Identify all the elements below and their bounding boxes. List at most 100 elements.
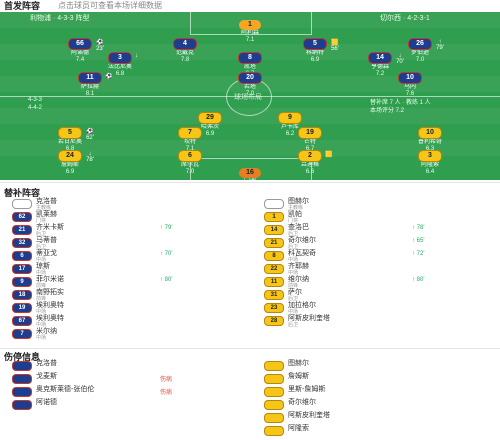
player-name: 奇尔维尔 <box>288 399 316 406</box>
list-item[interactable]: 克洛普 <box>10 360 240 373</box>
player-name: 若塔 <box>243 84 256 90</box>
discipline-section-title: 伤停信息 <box>4 352 41 362</box>
player-name: 芒特 <box>303 139 316 145</box>
player-name: 埃利奥特 <box>36 302 64 309</box>
player-name: 蒂亚戈 <box>36 250 57 257</box>
list-item[interactable]: 21 齐米卡斯 后卫 ↑ 79' <box>10 224 240 237</box>
away-player[interactable]: 19 芒特 6.7 <box>285 127 335 152</box>
player-rating: 8.1 <box>85 91 95 97</box>
list-item[interactable]: 里斯-詹姆斯 <box>262 386 492 399</box>
list-item[interactable]: 14 查洛巴 后卫 ↑ 78' <box>262 224 492 237</box>
away-player[interactable]: 10 普利希奇 6.3 <box>405 127 455 152</box>
jersey-badge: 62 <box>12 212 32 222</box>
list-item[interactable]: 17 琼斯 中场 <box>10 263 240 276</box>
list-item[interactable]: 阿隆索 <box>262 425 492 438</box>
player-name: 卢卡库 <box>280 124 299 130</box>
player-name: 克洛普 <box>36 198 57 205</box>
home-team-tag: 利物浦 · 4-3-3 阵型 <box>30 15 90 22</box>
player-name: 马内 <box>403 84 416 90</box>
coach-icon <box>264 199 284 209</box>
list-item[interactable]: 62 凯莱赫 门将 <box>10 211 240 224</box>
player-name: 阿隆索 <box>420 162 439 168</box>
player-position: 主教练 <box>36 205 52 211</box>
player-rating: 6.8 <box>115 71 125 77</box>
substitution-event: ↑ 80' <box>160 277 173 283</box>
list-item[interactable]: 21 奇尔维尔 后卫 ↑ 65' <box>262 237 492 250</box>
player-position: 中场 <box>288 309 299 315</box>
player-rating: 7.8 <box>180 57 190 63</box>
home-player[interactable]: 3 法比尼奥 6.8 ↓ <box>95 52 145 77</box>
home-player[interactable]: 4 范戴克 7.8 <box>160 38 210 63</box>
home-player[interactable]: 26 罗伯逊 7.0 ↑ 79' <box>395 38 445 63</box>
player-name: 席尔瓦 <box>180 162 199 168</box>
player-name: 科瓦契奇 <box>288 250 316 257</box>
away-player[interactable]: 29 哈弗茨 6.9 <box>185 112 235 137</box>
jersey-number: 14 <box>368 52 392 64</box>
away-player[interactable]: 16门迪6.5 <box>225 168 275 180</box>
player-name: 图赫尔 <box>288 198 309 205</box>
list-item[interactable]: 67 埃利奥特 中场 <box>10 315 240 328</box>
away-player[interactable]: 5 若日尼奥 6.8 ⚽ 62' <box>45 127 95 152</box>
home-player[interactable]: 10 马内 7.6 <box>385 72 435 97</box>
list-item[interactable]: 图赫尔 <box>262 360 492 373</box>
list-item[interactable]: 1 凯帕 门将 <box>262 211 492 224</box>
away-player[interactable]: 2 吕迪格 6.6 🟨 <box>285 150 335 175</box>
player-position: 中场 <box>36 322 47 328</box>
home-player[interactable]: 20 若塔 7.0 <box>225 72 275 97</box>
away-formation-note: 4-4-2 <box>28 105 43 111</box>
player-rating: 7.1 <box>245 37 255 43</box>
home-player[interactable]: 14 亨德森 7.2 ↓ 70' <box>355 52 405 77</box>
player-name: 科纳特 <box>305 50 324 56</box>
away-player[interactable]: 24 詹姆斯 6.9 ↓ 78' <box>45 150 95 175</box>
list-item[interactable]: 19 埃利奥特 中场 <box>10 302 240 315</box>
list-item[interactable]: 詹姆斯 <box>262 373 492 386</box>
list-item[interactable]: 奇尔维尔 <box>262 399 492 412</box>
jersey-number: 8 <box>238 52 262 64</box>
player-name: 阿隆索 <box>288 425 309 432</box>
list-item[interactable]: 8 科瓦契奇 中场 ↑ 72' <box>262 250 492 263</box>
player-name: 罗伯逊 <box>410 50 429 56</box>
discipline-home-list: 克洛普 戈麦斯 伤病 奥克斯莱德-张伯伦 伤病 阿诺德 <box>10 360 240 412</box>
player-event: ↓ 70' <box>396 53 404 65</box>
player-position: 前锋 <box>288 283 299 289</box>
list-item[interactable]: 11 维尔纳 前锋 ↑ 80' <box>262 276 492 289</box>
jersey-number: 16 <box>239 168 261 178</box>
home-player[interactable]: 8凯塔6.7 <box>225 52 275 77</box>
substitution-event: ↑ 80' <box>412 277 425 283</box>
list-item[interactable]: 9 菲尔米诺 前锋 ↑ 80' <box>10 276 240 289</box>
home-player[interactable]: 5 科纳特 6.9 🟨 56' <box>290 38 340 63</box>
home-player[interactable]: 66 阿诺德 7.4 ⚽ 23' <box>55 38 105 63</box>
player-rating: 6.8 <box>65 146 75 152</box>
list-item[interactable]: 克洛普 主教练 <box>10 198 240 211</box>
away-player[interactable]: 7 坎特 7.1 <box>165 127 215 152</box>
jersey-badge: 14 <box>264 225 284 235</box>
injury-note: 伤病 <box>160 390 173 396</box>
jersey-badge <box>264 413 284 423</box>
away-player[interactable]: 9 卢卡库 6.2 <box>265 112 315 137</box>
away-player[interactable]: 3 阿隆索 6.4 <box>405 150 455 175</box>
bench-home-list: 克洛普 主教练 62 凯莱赫 门将 21 齐米卡斯 后卫 ↑ 79' 32 马蒂普 后卫 6 蒂亚戈中场 ↑… <box>10 198 240 341</box>
list-item[interactable]: 32 马蒂普 后卫 <box>10 237 240 250</box>
home-player[interactable]: 11 萨拉赫 8.1 ⚽ <box>65 72 115 97</box>
list-item[interactable]: 18 南野拓实 前锋 <box>10 289 240 302</box>
substitution-event: ↑ 78' <box>412 225 425 231</box>
list-item[interactable]: 7 米尔纳 中场 <box>10 328 240 341</box>
list-item[interactable]: 图赫尔 主教练 <box>262 198 492 211</box>
away-player[interactable]: 6 席尔瓦 7.0 <box>165 150 215 175</box>
list-item[interactable]: 奥克斯莱德-张伯伦 伤病 <box>10 386 240 399</box>
player-position: 中场 <box>288 270 299 276</box>
jersey-number: 6 <box>178 150 202 162</box>
list-item[interactable]: 28 阿斯皮利奎塔 后卫 <box>262 315 492 328</box>
jersey-badge: 6 <box>12 251 32 261</box>
list-item[interactable]: 阿斯皮利奎塔 <box>262 412 492 425</box>
list-item[interactable]: 戈麦斯 伤病 <box>10 373 240 386</box>
list-item[interactable]: 6 蒂亚戈 中场 ↑ 70' <box>10 250 240 263</box>
player-name: 萨拉赫 <box>80 84 99 90</box>
bench-summary-note: 替补席 7 人 · 教练 1 人 <box>370 100 431 106</box>
jersey-badge: 11 <box>264 277 284 287</box>
list-item[interactable]: 阿诺德 <box>10 399 240 412</box>
list-item[interactable]: 31 萨尔 后卫 <box>262 289 492 302</box>
home-player[interactable]: 1 阿利森 7.1 <box>225 20 275 44</box>
list-item[interactable]: 23 加拉格尔 中场 <box>262 302 492 315</box>
list-item[interactable]: 22 齐耶赫 中场 <box>262 263 492 276</box>
